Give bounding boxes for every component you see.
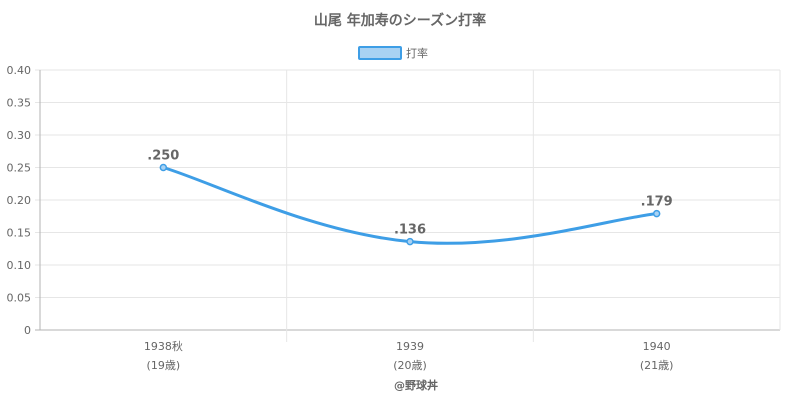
credit-text: @野球丼 — [394, 378, 438, 392]
y-tick-label: 0.25 — [7, 162, 32, 175]
y-tick-label: 0.05 — [7, 292, 32, 305]
data-label: .136 — [394, 223, 426, 238]
grid-lines — [35, 69, 781, 342]
legend[interactable]: 打率 — [358, 46, 428, 60]
y-tick-label: 0.20 — [7, 194, 32, 207]
x-tick-age-label: (21歳) — [640, 359, 674, 372]
data-point[interactable] — [406, 237, 414, 246]
y-axis: 0 0.05 0.10 0.15 0.20 0.25 0.30 0.35 0.40 — [7, 64, 32, 337]
series-batting-average: .250 .136 .179 — [147, 149, 673, 246]
x-tick-label: 1940 — [643, 340, 671, 353]
x-tick-age-label: (19歳) — [147, 359, 181, 372]
x-axis: 1938秋 (19歳) 1939 (20歳) 1940 (21歳) — [144, 339, 674, 372]
y-tick-label: 0.30 — [7, 129, 32, 142]
x-tick-label: 1939 — [396, 340, 424, 353]
y-tick-label: 0.35 — [7, 97, 32, 110]
data-label: .250 — [147, 149, 179, 164]
x-tick-label: 1938秋 — [144, 339, 183, 353]
y-tick-label: 0.40 — [7, 64, 32, 77]
data-label: .179 — [641, 195, 673, 210]
data-point[interactable] — [652, 209, 661, 218]
data-point[interactable] — [159, 163, 168, 172]
legend-swatch[interactable] — [358, 46, 402, 60]
y-tick-label: 0 — [24, 324, 31, 337]
chart-title: 山尾 年加寿のシーズン打率 — [314, 12, 486, 29]
y-tick-label: 0.15 — [7, 227, 32, 240]
y-tick-label: 0.10 — [7, 259, 32, 272]
x-tick-age-label: (20歳) — [393, 359, 427, 372]
legend-label[interactable]: 打率 — [406, 46, 428, 60]
